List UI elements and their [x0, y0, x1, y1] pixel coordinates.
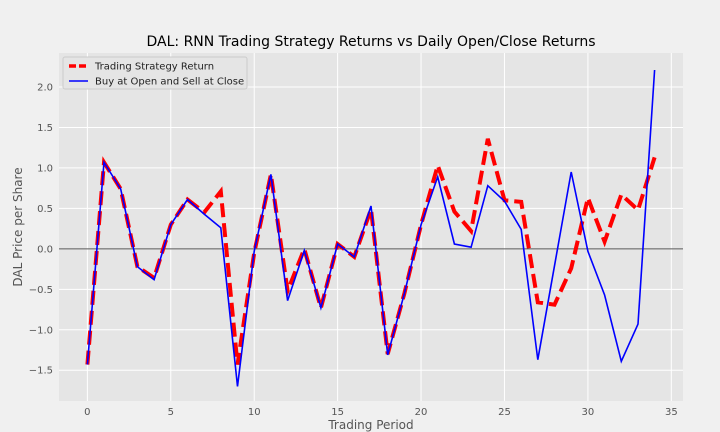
legend-box: [62, 56, 248, 90]
x-tick-label: 30: [582, 407, 595, 418]
y-tick-label: 0.5: [37, 204, 53, 215]
y-tick-label: −0.5: [29, 285, 53, 296]
chart-title: DAL: RNN Trading Strategy Returns vs Dai…: [146, 34, 595, 50]
y-tick-label: 1.0: [37, 163, 53, 174]
x-tick-label: 25: [498, 407, 511, 418]
y-tick-label: −1.0: [29, 325, 53, 336]
x-tick-label: 15: [331, 407, 344, 418]
y-tick-label: 0.0: [37, 244, 53, 255]
series-layer: [85, 69, 657, 387]
y-tick-label: 2.0: [37, 82, 53, 93]
tick-labels: 0 5 10 15 20 25 30 35 −1.5 −1.0 −0.5 0.0 0.5 1.0 1.5 2.…: [29, 82, 678, 418]
y-axis-label: DAL Price per Share: [11, 167, 25, 286]
x-tick-label: 20: [415, 407, 428, 418]
x-tick-label: 10: [248, 407, 261, 418]
y-tick-label: 1.5: [37, 123, 53, 134]
legend-label: Trading Strategy Return: [94, 62, 214, 73]
series-line-2: [86, 69, 656, 387]
legend-label: Buy at Open and Sell at Close: [95, 77, 244, 88]
legend: Trading Strategy Return Buy at Open and S…: [62, 56, 248, 90]
x-tick-label: 5: [168, 407, 174, 418]
x-tick-label: 35: [665, 407, 678, 418]
y-tick-label: −1.5: [29, 366, 53, 377]
x-tick-label: 0: [84, 407, 90, 418]
x-axis-label: Trading Period: [327, 418, 413, 432]
plot-area: [59, 53, 683, 401]
